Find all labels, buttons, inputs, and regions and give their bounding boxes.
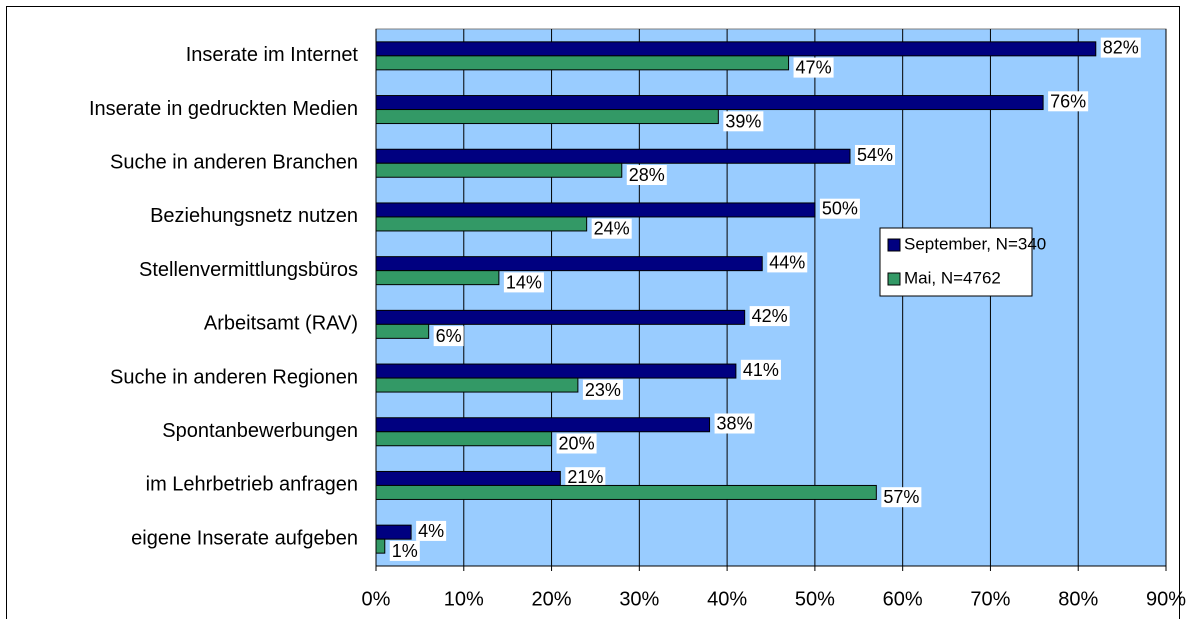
data-label-background (855, 145, 896, 165)
bar (375, 202, 816, 218)
x-tick-label: 0% (362, 588, 391, 610)
bar (375, 256, 763, 272)
x-tick-label: 40% (707, 588, 747, 610)
data-label-background (433, 326, 464, 347)
bar (375, 55, 790, 71)
legend-label: September, N=340 (904, 234, 1046, 253)
x-tick-label: 30% (619, 588, 659, 610)
legend-swatch (887, 238, 901, 252)
data-label: 57% (883, 487, 919, 507)
y-tick-label: Spontanbewerbungen (162, 420, 358, 442)
bar (375, 431, 553, 447)
legend-swatch (887, 272, 901, 286)
data-label-background (740, 359, 781, 380)
bar (375, 470, 561, 486)
x-tick-label: 80% (1058, 588, 1098, 610)
bar (375, 524, 412, 540)
data-label: 24% (594, 219, 630, 239)
bar (375, 309, 746, 325)
bar (375, 538, 386, 554)
y-tick-label: Inserate in gedruckten Medien (89, 98, 358, 120)
data-label-background (1048, 91, 1089, 112)
data-label: 39% (725, 111, 761, 131)
data-label: 50% (822, 199, 858, 219)
y-tick-label: Suche in anderen Branchen (110, 152, 358, 174)
bar (375, 270, 500, 286)
data-label: 1% (392, 541, 418, 561)
y-tick-label: im Lehrbetrieb anfragen (146, 474, 358, 496)
bar (375, 363, 737, 379)
bar (375, 377, 579, 393)
data-label: 44% (769, 252, 805, 272)
bar (375, 216, 588, 232)
data-label: 28% (629, 165, 665, 185)
x-tick-label: 60% (883, 588, 923, 610)
y-tick-label: Beziehungsnetz nutzen (150, 205, 358, 227)
data-label: 41% (743, 360, 779, 380)
data-label-background (626, 165, 667, 185)
data-label: 21% (567, 467, 603, 487)
data-label: 42% (752, 306, 788, 326)
bar (375, 484, 877, 500)
x-tick-label: 90% (1146, 588, 1186, 610)
data-label: 20% (559, 434, 595, 454)
y-tick-label: Suche in anderen Regionen (110, 366, 358, 388)
x-tick-label: 10% (444, 588, 484, 610)
bar (375, 148, 851, 164)
bar (375, 162, 623, 178)
data-label-background (503, 272, 544, 293)
data-label: 82% (1103, 38, 1139, 58)
data-label-background (416, 520, 447, 541)
data-label-background (723, 111, 764, 132)
bar (375, 417, 711, 433)
data-label: 54% (857, 145, 893, 165)
legend-label: Mai, N=4762 (904, 268, 1001, 287)
data-label: 23% (585, 380, 621, 400)
data-label-background (389, 540, 420, 561)
x-tick-label: 70% (970, 588, 1010, 610)
data-label-background (793, 57, 834, 78)
data-label-background (881, 487, 922, 508)
data-label-background (767, 252, 808, 273)
x-tick-label: 20% (532, 588, 572, 610)
data-label: 76% (1050, 91, 1086, 111)
legend (879, 227, 1033, 297)
y-tick-label: Inserate im Internet (186, 44, 359, 66)
x-tick-label: 50% (795, 588, 835, 610)
data-label: 4% (418, 521, 444, 541)
data-label-background (819, 198, 860, 219)
bar (375, 95, 1044, 111)
y-tick-label: eigene Inserate aufgeben (131, 527, 358, 549)
data-label-background (749, 306, 790, 327)
data-label-background (556, 433, 597, 454)
data-label: 14% (506, 272, 542, 292)
data-label: 6% (436, 326, 462, 346)
bar (375, 109, 719, 125)
bar (375, 41, 1097, 57)
data-label: 38% (717, 414, 753, 434)
y-tick-label: Arbeitsamt (RAV) (204, 313, 358, 335)
data-label-background (1100, 37, 1141, 58)
data-label: 47% (796, 58, 832, 78)
y-tick-label: Stellenvermittlungsbüros (139, 259, 358, 281)
data-label-background (714, 413, 755, 434)
data-label-background (582, 379, 623, 400)
data-label-background (565, 467, 606, 488)
bar (375, 323, 430, 339)
data-label-background (591, 218, 632, 239)
